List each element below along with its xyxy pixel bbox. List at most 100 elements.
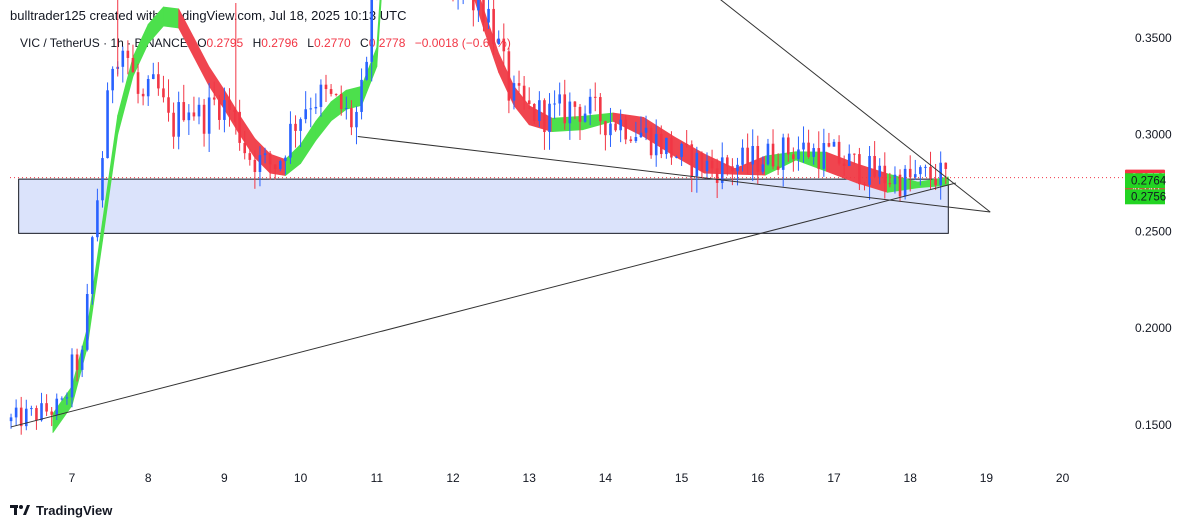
candle-body — [273, 164, 277, 169]
x-axis: 7 8 9 10 11 12 13 14 15 16 17 18 19 20 — [69, 471, 1070, 485]
band-segment — [795, 151, 827, 172]
candle-body — [319, 84, 323, 107]
candle-body — [258, 155, 262, 173]
candle-body — [893, 174, 897, 185]
candle-body — [492, 8, 495, 45]
x-tick-label: 7 — [69, 471, 76, 485]
candle-body — [827, 143, 831, 147]
x-tick-label: 17 — [827, 471, 841, 485]
band-segment — [239, 115, 256, 159]
candle-body — [817, 148, 821, 169]
candle-body — [334, 93, 338, 95]
candle-body — [705, 160, 709, 172]
candle-body — [517, 83, 521, 86]
candle-body — [781, 137, 785, 170]
candle-body — [619, 119, 622, 131]
candle-body — [136, 72, 140, 94]
band-segment — [132, 24, 149, 77]
candle-body — [685, 143, 688, 145]
trendline-rising-support — [10, 182, 957, 428]
candle-body — [786, 137, 790, 155]
candle-body — [568, 101, 572, 124]
low-value: 0.2770 — [313, 36, 351, 50]
candle-body — [218, 99, 221, 120]
candle-body — [55, 398, 59, 415]
candle-body — [578, 106, 582, 122]
change-value: −0.0018 (−0.64%) — [414, 36, 511, 50]
candle-body — [202, 104, 206, 134]
candle-body — [593, 96, 597, 98]
low-label: L — [307, 36, 314, 50]
x-tick-label: 13 — [523, 471, 537, 485]
y-axis: 0.15000.20000.25000.30000.35000.40000.45… — [1135, 31, 1172, 432]
trendlines-layer — [10, 0, 991, 428]
candle-body — [751, 145, 755, 165]
candle-body — [853, 153, 856, 155]
candle-body — [670, 137, 673, 158]
x-tick-label: 8 — [145, 471, 152, 485]
candle-body — [822, 143, 826, 169]
candle-body — [553, 103, 556, 105]
candle-body — [649, 127, 653, 156]
x-tick-label: 20 — [1056, 471, 1070, 485]
candle-body — [532, 104, 536, 121]
candle-body — [80, 349, 84, 370]
candle-body — [182, 102, 186, 121]
footer-brand: TradingView — [36, 502, 113, 518]
support-zone-layer — [18, 178, 949, 234]
band-segment — [361, 47, 378, 106]
candle-body — [832, 141, 836, 147]
band-segment — [147, 6, 164, 44]
open-value: 0.2795 — [206, 36, 244, 50]
y-tick-label: 0.3500 — [1135, 31, 1172, 45]
candle-body — [223, 100, 226, 120]
band-segment — [86, 221, 103, 348]
candle-body — [736, 164, 739, 172]
candle-body — [812, 148, 815, 157]
candle-body — [65, 397, 69, 399]
chart-caption: bulltrader125 created with TradingView.c… — [10, 8, 407, 23]
candle-body — [157, 74, 160, 89]
candle-body — [345, 108, 348, 110]
y-tick-label: 0.2000 — [1135, 321, 1172, 335]
support-zone-rect — [18, 178, 949, 234]
candle-body — [771, 143, 775, 167]
candle-body — [659, 133, 663, 155]
candle-body — [238, 111, 241, 143]
high-label: H — [252, 36, 262, 50]
candle-body — [324, 84, 328, 90]
candle-body — [609, 123, 612, 136]
candle-body — [24, 408, 28, 427]
candle-body — [700, 152, 704, 172]
trendline-lower-descending — [357, 136, 991, 213]
candle-body — [35, 408, 38, 421]
candle-body — [588, 96, 592, 114]
band-segment — [315, 101, 332, 141]
candle-body — [538, 100, 541, 121]
candle-body — [212, 97, 216, 100]
candle-body — [944, 162, 948, 169]
candle-body — [192, 112, 196, 117]
candle-body — [929, 166, 932, 179]
candle-body — [289, 123, 292, 158]
band-segment — [513, 85, 530, 126]
candle-body — [842, 163, 846, 166]
candle-body — [96, 200, 99, 238]
candle-body — [304, 109, 307, 120]
candle-body — [131, 57, 135, 73]
candle-body — [60, 398, 64, 400]
candle-body — [207, 97, 211, 134]
band-segment — [178, 8, 195, 58]
candle-body — [355, 111, 358, 128]
candle-body — [197, 104, 201, 117]
candle-body — [634, 137, 638, 142]
close-label: C — [360, 36, 369, 50]
candle-body — [151, 74, 155, 79]
high-value: 0.2796 — [261, 36, 298, 50]
candle-body — [868, 155, 871, 185]
band-segment — [483, 8, 500, 73]
candle-body — [919, 167, 922, 175]
candle-body — [761, 164, 765, 172]
candle-body — [624, 119, 628, 140]
